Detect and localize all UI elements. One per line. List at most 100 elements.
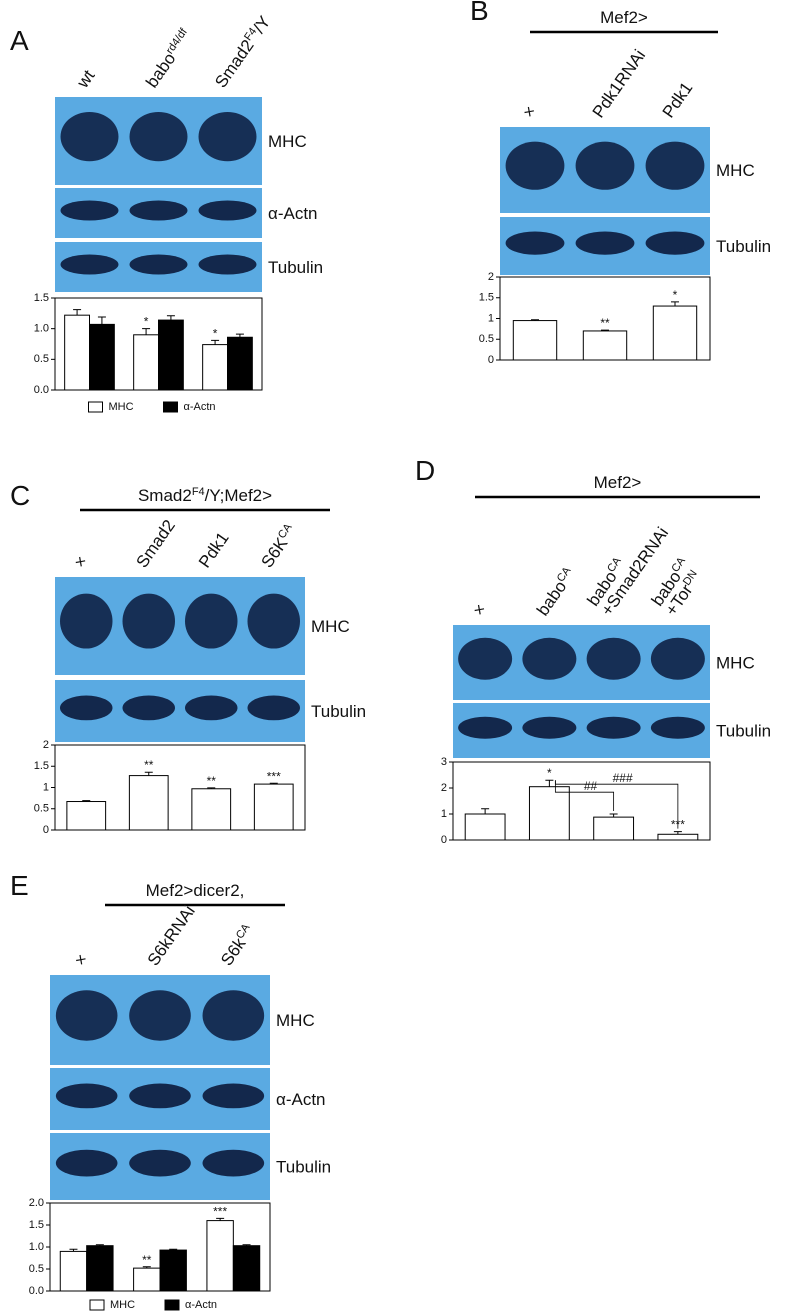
blot-band [198,200,257,221]
blot-band [129,1149,191,1177]
text-segment: Smad2 [138,486,192,505]
row-label: α-Actn [276,1090,326,1109]
error-bar [73,309,82,316]
error-bar [207,787,216,789]
group-header: Smad2F4/Y;Mef2> [138,486,272,505]
error-bar [235,333,244,338]
blot-band [55,990,118,1041]
significance: ** [600,316,610,330]
comparison-label: ## [584,779,598,793]
error-bar [671,301,679,307]
y-tick-label: 0.5 [34,803,49,815]
blot-band [129,254,188,275]
y-tick-label: 2 [441,782,447,794]
bar [133,334,160,391]
blot-band [575,231,635,255]
group-header: Mef2> [600,8,648,27]
legend-swatch [89,1299,105,1311]
blot-band [650,637,705,680]
text-segment: S6kRNAi [144,902,199,969]
blot-band [60,111,119,162]
text-segment: Mef2> [600,8,648,27]
text-segment: rd4/df [164,26,191,57]
bar [652,305,698,361]
comparison-bracket [554,780,615,811]
panel-label: B [470,0,489,26]
bar [86,1245,114,1292]
legend-swatch [163,401,178,413]
lane-label: × [469,600,490,619]
blot-band [458,637,513,680]
legend-label: MHC [110,1299,135,1311]
bar [191,788,232,831]
blot-band [122,695,175,721]
y-tick-label: 1 [488,312,494,324]
panel-label: A [10,25,29,56]
lane-label: S6kCA [217,921,259,969]
bar [227,336,253,391]
row-label: MHC [716,161,755,180]
y-tick-label: 0.0 [29,1285,44,1297]
blot-band [522,637,577,680]
blot-band [185,695,238,721]
bar [66,801,107,831]
significance: * [213,326,218,340]
bar [89,323,115,391]
error-bar [242,1244,251,1246]
significance: *** [213,1204,227,1218]
blot-band [645,231,705,255]
significance: * [547,766,552,780]
blot-band [60,254,119,275]
blot-band [505,141,565,190]
blot-band [60,200,119,221]
bar [232,1245,261,1292]
error-bar [216,1217,225,1221]
bar [582,330,628,361]
panel-label: C [10,480,30,511]
y-tick-label: 1.5 [29,1219,44,1231]
bar [59,1250,88,1292]
text-segment: × [469,600,490,619]
y-tick-label: 0.5 [479,333,494,345]
row-label: MHC [268,132,307,151]
blot-band [522,716,577,739]
bar [464,813,506,841]
error-bar [69,1248,78,1252]
blot-band [645,141,705,190]
y-tick-label: 0.5 [34,353,49,365]
lane-label: wt [73,66,99,92]
comparison-bracket [554,780,679,829]
text-segment: /Y;Mef2> [205,486,272,505]
text-segment: × [519,102,540,121]
significance: * [673,288,678,302]
y-tick-label: 3 [441,756,447,768]
text-segment: Mef2> [594,473,642,492]
error-bar [166,315,175,321]
error-bar [142,328,151,335]
error-bar [142,1266,151,1269]
y-tick-label: 0 [441,834,447,846]
y-tick-label: 0 [43,824,49,836]
text-segment: F4 [192,486,205,498]
legend-label: MHC [109,401,134,413]
text-segment: Pdk1 [659,79,697,122]
significance: ** [207,774,217,788]
y-tick-label: 0.0 [34,384,49,396]
row-label: Tubulin [716,237,771,256]
blot-band [60,593,113,649]
lane-label: Smad2 [132,516,178,571]
y-tick-label: 1.0 [29,1241,44,1253]
y-tick-label: 1 [441,808,447,820]
group-header: Mef2>dicer2, [146,881,245,900]
bar [593,816,635,841]
lane-label: S6kRNAi [144,902,199,969]
blot-band [55,1149,118,1177]
bar [512,320,558,361]
blot-band [129,1083,191,1109]
lane-label: × [519,102,540,121]
error-bar [609,813,618,818]
panel-label: E [10,870,29,901]
panel-label: D [415,455,435,486]
y-tick-label: 1.0 [34,323,49,335]
